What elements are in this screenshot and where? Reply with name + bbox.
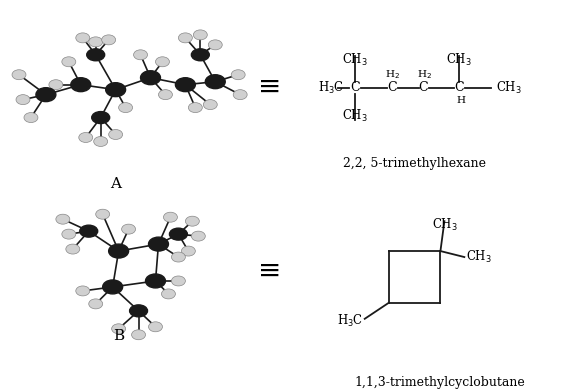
Ellipse shape: [132, 330, 145, 340]
Ellipse shape: [79, 132, 93, 142]
Text: H$_3$C: H$_3$C: [336, 313, 363, 329]
Text: CH$_3$: CH$_3$: [466, 249, 492, 265]
Ellipse shape: [204, 100, 217, 110]
Text: H: H: [457, 96, 466, 105]
Ellipse shape: [109, 244, 129, 258]
Text: 1,1,3-trimethylcyclobutane: 1,1,3-trimethylcyclobutane: [354, 376, 525, 388]
Ellipse shape: [159, 90, 172, 100]
Text: H$_2$: H$_2$: [417, 68, 432, 81]
Ellipse shape: [191, 49, 209, 61]
Ellipse shape: [89, 299, 103, 309]
Ellipse shape: [102, 35, 116, 45]
Ellipse shape: [181, 246, 196, 256]
Ellipse shape: [189, 103, 202, 113]
Text: C: C: [387, 81, 396, 94]
Ellipse shape: [175, 78, 196, 92]
Ellipse shape: [208, 40, 223, 50]
Ellipse shape: [71, 78, 91, 92]
Text: C: C: [350, 81, 359, 94]
Text: H$_3$C: H$_3$C: [318, 80, 344, 96]
Ellipse shape: [129, 305, 148, 317]
Text: B: B: [113, 329, 124, 343]
Text: C: C: [419, 81, 428, 94]
Ellipse shape: [76, 286, 90, 296]
Ellipse shape: [122, 224, 136, 234]
Ellipse shape: [118, 103, 133, 113]
Ellipse shape: [133, 50, 148, 60]
Text: CH$_3$: CH$_3$: [446, 52, 472, 68]
Ellipse shape: [109, 129, 122, 140]
Text: CH$_3$: CH$_3$: [496, 80, 522, 96]
Ellipse shape: [112, 324, 125, 334]
Ellipse shape: [94, 136, 108, 147]
Ellipse shape: [36, 88, 56, 102]
Ellipse shape: [233, 90, 247, 100]
Ellipse shape: [16, 94, 30, 105]
Ellipse shape: [62, 57, 76, 67]
Text: CH$_3$: CH$_3$: [432, 217, 458, 233]
Ellipse shape: [148, 322, 163, 332]
Text: H$_2$: H$_2$: [385, 68, 400, 81]
Ellipse shape: [231, 70, 245, 80]
Ellipse shape: [205, 75, 225, 89]
Ellipse shape: [162, 289, 175, 299]
Ellipse shape: [140, 71, 160, 85]
Ellipse shape: [89, 37, 103, 47]
Ellipse shape: [62, 229, 76, 239]
Ellipse shape: [24, 113, 38, 123]
Ellipse shape: [170, 228, 187, 240]
Text: ≡: ≡: [258, 74, 282, 101]
Ellipse shape: [191, 231, 205, 241]
Ellipse shape: [66, 244, 80, 254]
Text: CH$_3$: CH$_3$: [342, 107, 367, 123]
Ellipse shape: [163, 212, 178, 222]
Ellipse shape: [49, 80, 63, 90]
Ellipse shape: [185, 216, 200, 226]
Ellipse shape: [95, 209, 110, 219]
Ellipse shape: [76, 33, 90, 43]
Ellipse shape: [171, 252, 185, 262]
Ellipse shape: [56, 214, 70, 224]
Ellipse shape: [87, 49, 105, 61]
Ellipse shape: [193, 30, 208, 40]
Text: C: C: [455, 81, 464, 94]
Text: A: A: [110, 177, 121, 191]
Text: 2,2, 5-trimethylhexane: 2,2, 5-trimethylhexane: [343, 158, 486, 171]
Ellipse shape: [106, 83, 125, 97]
Ellipse shape: [103, 280, 122, 294]
Text: ≡: ≡: [258, 258, 282, 285]
Ellipse shape: [155, 57, 170, 67]
Ellipse shape: [148, 237, 168, 251]
Ellipse shape: [178, 33, 193, 43]
Text: CH$_3$: CH$_3$: [342, 52, 367, 68]
Ellipse shape: [171, 276, 185, 286]
Ellipse shape: [12, 70, 26, 80]
Ellipse shape: [80, 225, 98, 237]
Ellipse shape: [92, 112, 110, 123]
Ellipse shape: [145, 274, 166, 288]
